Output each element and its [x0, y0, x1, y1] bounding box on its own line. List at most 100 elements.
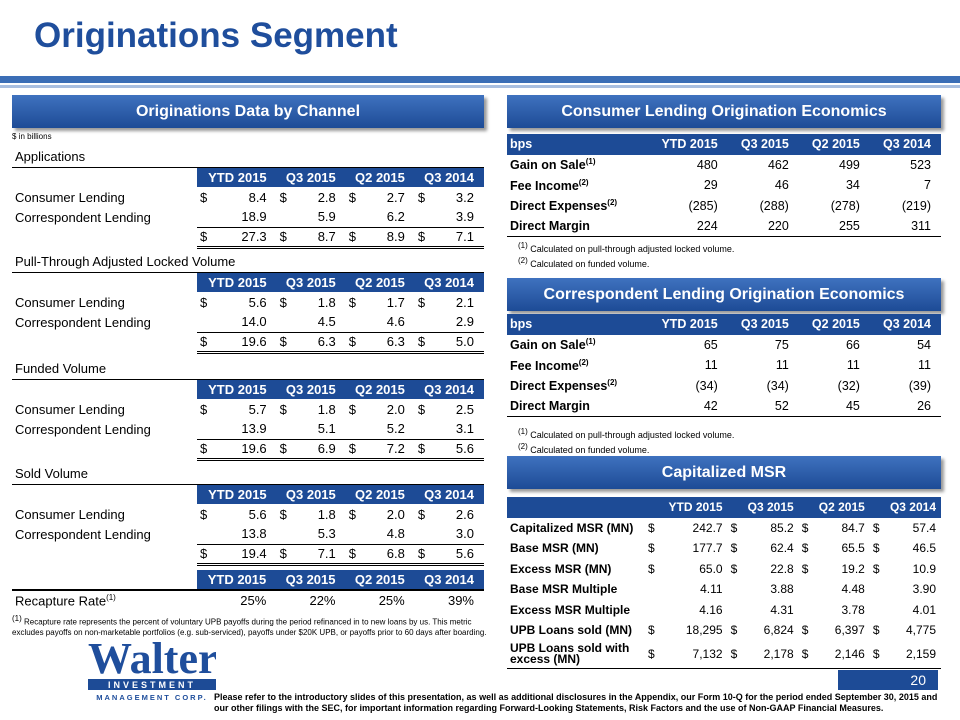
table-row: Correspondent Lending 18.9 5.9 6.2 3.9	[12, 207, 484, 227]
currency-symbol: $	[417, 506, 426, 522]
cell-value: 85.2	[770, 520, 794, 535]
recapture-header-row: YTD 2015 Q3 2015 Q2 2015 Q3 2014	[12, 570, 484, 590]
currency-symbol	[415, 312, 433, 332]
recapture-footnote: (1) Recapture rate represents the percen…	[12, 614, 487, 637]
currency-symbol: $	[648, 541, 655, 556]
cell-value: 499	[839, 157, 860, 172]
page-title: Originations Segment	[34, 16, 398, 55]
currency-symbol: $	[730, 623, 738, 638]
currency-symbol: $	[648, 623, 655, 638]
cell-value: 52	[727, 396, 799, 417]
col-header: Q3 2015	[276, 484, 346, 504]
cell-value: 42	[646, 396, 728, 417]
cell-value: 3.1	[455, 421, 474, 437]
svg-text:INVESTMENT: INVESTMENT	[108, 680, 196, 690]
currency-symbol	[346, 524, 364, 544]
cell-value: 18.9	[241, 209, 267, 225]
col-header: YTD 2015	[646, 134, 728, 155]
row-label: Excess MSR Multiple	[510, 602, 631, 617]
cell-value: 11	[918, 358, 931, 373]
cell-value: 224	[646, 216, 728, 237]
cell-value: 19.4	[215, 543, 277, 566]
cell-value: 13.9	[241, 421, 267, 437]
table-row: Excess MSR Multiple 4.16 4.31 3.78 4.01	[507, 600, 941, 621]
header-rule-light	[0, 85, 960, 88]
cell-value: 3.9	[455, 209, 474, 225]
recapture-value: 22%	[309, 593, 336, 608]
col-header: YTD 2015	[645, 497, 728, 518]
row-label: UPB Loans sold with excess (MN)	[510, 641, 630, 667]
row-label: Fee Income	[510, 358, 579, 373]
cell-value: 4.11	[700, 582, 723, 597]
row-label: Direct Expenses	[510, 199, 608, 214]
table-row: Excess MSR (MN) $65.0 $22.8 $19.2 $10.9	[507, 559, 941, 580]
footnote-marker: (2)	[578, 177, 589, 187]
recapture-value: 25%	[378, 593, 405, 608]
cell-value: 6.3	[294, 331, 346, 354]
col-header: Q3 2015	[276, 379, 346, 399]
row-label: UPB Loans sold (MN)	[510, 623, 632, 638]
svg-text:Walter: Walter	[88, 634, 216, 683]
row-label: Capitalized MSR (MN)	[510, 520, 634, 535]
cell-value: 7,132	[692, 646, 723, 661]
cell-value: 22.8	[770, 561, 794, 576]
cell-value: 220	[727, 216, 799, 237]
cell-value: 5.1	[317, 421, 336, 437]
table-row: Direct Margin 224 220 255 311	[507, 216, 941, 237]
currency-symbol	[277, 524, 295, 544]
row-label: Consumer Lending	[15, 401, 125, 417]
currency-symbol	[197, 312, 215, 332]
cell-value: 4,775	[905, 623, 936, 638]
currency-symbol: $	[348, 294, 356, 310]
currency-symbol	[645, 600, 660, 621]
pull-through-table: Pull-Through Adjusted Locked Volume YTD 2…	[12, 252, 484, 354]
currency-symbol: $	[872, 541, 880, 556]
correspondent-econ-notes: (1) Calculated on pull-through adjusted …	[518, 427, 735, 455]
currency-symbol: $	[345, 543, 364, 566]
section-title: Funded Volume	[12, 359, 484, 380]
table-row: Direct Expenses(2) (285) (288) (278) (219)	[507, 196, 941, 217]
table-row: Correspondent Lending 13.8 5.3 4.8 3.0	[12, 524, 484, 544]
currency-symbol: $	[801, 541, 809, 556]
currency-symbol	[277, 419, 295, 439]
col-header: YTD 2015	[197, 570, 277, 590]
col-header: YTD 2015	[197, 272, 277, 292]
cell-value: 7.2	[363, 438, 415, 461]
row-label: Direct Expenses	[510, 379, 608, 394]
footnote-marker: (1)	[106, 592, 116, 602]
col-header: Q3 2015	[727, 314, 799, 335]
applications-table: Applications YTD 2015 Q3 2015 Q2 2015 Q3 201…	[12, 147, 484, 249]
currency-symbol: $	[648, 561, 655, 576]
row-label: Correspondent Lending	[15, 421, 151, 437]
section-title-row: Funded Volume	[12, 359, 484, 380]
currency-symbol: $	[414, 331, 433, 354]
currency-symbol: $	[345, 331, 364, 354]
col-header: YTD 2015	[197, 484, 277, 504]
correspondent-econ-table: bps YTD 2015 Q3 2015 Q2 2015 Q3 2014 Gain on …	[507, 314, 941, 417]
units-label: $ in billions	[12, 132, 52, 141]
cell-value: 5.6	[248, 294, 267, 310]
cell-value: 4.31	[770, 602, 794, 617]
cell-value: 6.9	[294, 438, 346, 461]
cell-value: 6,397	[834, 623, 865, 638]
currency-symbol: $	[872, 623, 880, 638]
currency-symbol	[415, 524, 433, 544]
currency-symbol	[415, 419, 433, 439]
col-header: bps	[507, 134, 647, 155]
cell-value: 5.9	[317, 209, 336, 225]
currency-symbol	[415, 207, 433, 227]
cell-value: 3.78	[841, 602, 865, 617]
cell-value: 2,178	[763, 646, 794, 661]
cell-value: 10.9	[912, 561, 936, 576]
currency-symbol: $	[414, 226, 433, 249]
total-row: $19.6 $6.3 $6.3 $5.0	[12, 331, 484, 354]
currency-symbol	[870, 579, 885, 600]
currency-symbol: $	[414, 438, 433, 461]
cell-value: 14.0	[241, 314, 267, 330]
currency-symbol: $	[801, 623, 809, 638]
footnote-marker: (2)	[578, 357, 589, 367]
cell-value: 4.01	[912, 602, 936, 617]
currency-symbol: $	[276, 331, 295, 354]
col-header: Q2 2015	[345, 167, 415, 187]
consumer-econ-table: bps YTD 2015 Q3 2015 Q2 2015 Q3 2014 Gain on …	[507, 134, 941, 237]
